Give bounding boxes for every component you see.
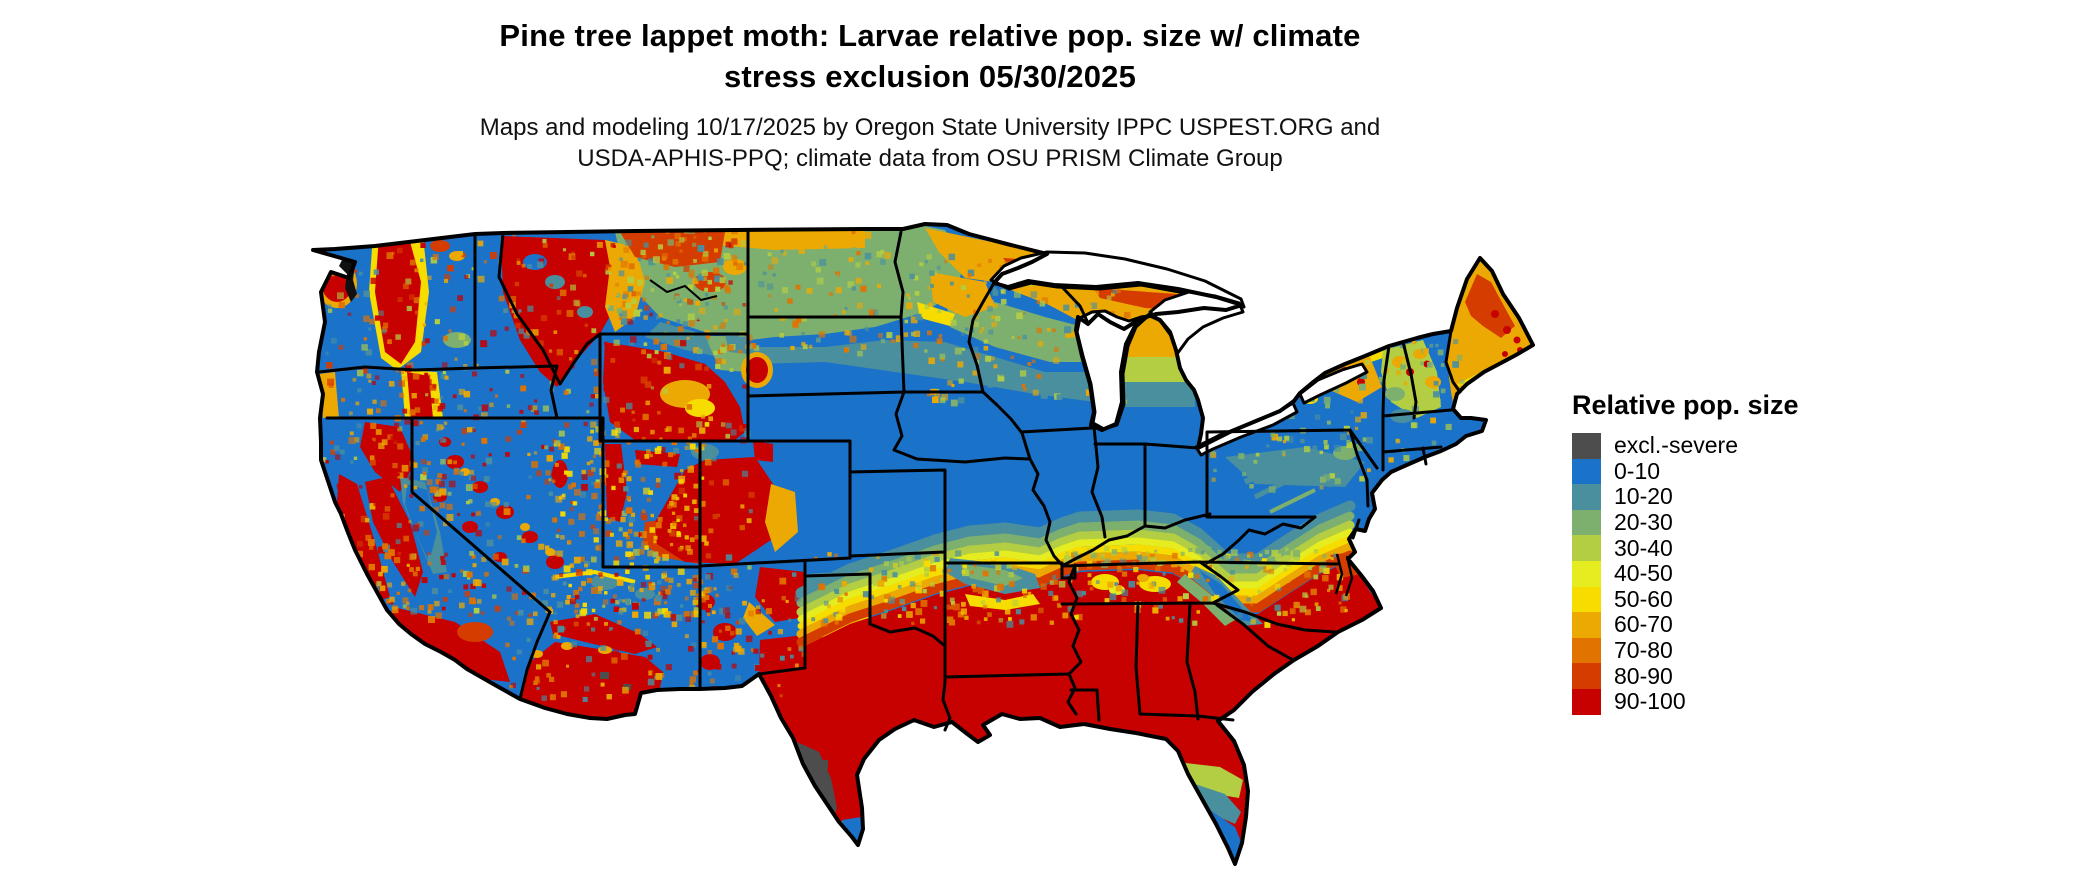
legend-item: 90-100 <box>1572 689 1872 715</box>
page-title: Pine tree lappet moth: Larvae relative p… <box>230 16 1630 98</box>
legend-swatch-9 <box>1572 663 1601 689</box>
legend-swatch-6 <box>1572 586 1601 613</box>
legend-label: 10-20 <box>1614 483 1673 510</box>
legend-rows: excl.-severe 0-10 10-20 20-30 30-40 40-50 50-6… <box>1572 433 1872 715</box>
chesapeake-bay <box>1334 553 1354 597</box>
header: Pine tree lappet moth: Larvae relative p… <box>230 16 1630 175</box>
legend-swatch-4 <box>1572 535 1601 561</box>
legend-item: 10-20 <box>1572 484 1872 510</box>
legend-item: 20-30 <box>1572 510 1872 536</box>
legend-item: 70-80 <box>1572 638 1872 664</box>
legend-item: 60-70 <box>1572 612 1872 638</box>
legend-item: 80-90 <box>1572 663 1872 689</box>
legend-label: 50-60 <box>1614 585 1673 612</box>
missouri-river <box>649 279 718 302</box>
legend-item: 30-40 <box>1572 535 1872 561</box>
legend-item: 40-50 <box>1572 561 1872 587</box>
legend-swatch-8 <box>1572 637 1601 664</box>
legend-label: 20-30 <box>1614 509 1673 536</box>
legend-title: Relative pop. size <box>1572 390 1799 420</box>
title-line-2: stress exclusion 05/30/2025 <box>723 58 1137 94</box>
legend-label: excl.-severe <box>1614 432 1738 459</box>
legend-swatch-0 <box>1572 433 1601 459</box>
legend-label: 0-10 <box>1614 457 1661 484</box>
legend-swatch-3 <box>1572 509 1601 536</box>
legend-item: 0-10 <box>1572 457 1872 485</box>
legend-label: 60-70 <box>1614 611 1673 638</box>
legend-swatch-10 <box>1572 688 1601 715</box>
legend-label: 40-50 <box>1614 560 1673 587</box>
legend-label: 80-90 <box>1614 662 1673 689</box>
legend-item: excl.-severe <box>1572 433 1872 459</box>
subtitle-line-1: Maps and modeling 10/17/2025 by Oregon S… <box>479 113 1381 141</box>
legend-swatch-2 <box>1572 484 1601 510</box>
legend-label: 30-40 <box>1614 534 1673 561</box>
subtitle: Maps and modeling 10/17/2025 by Oregon S… <box>230 112 1630 175</box>
legend-swatch-1 <box>1572 458 1601 485</box>
legend-swatch-7 <box>1572 612 1601 638</box>
legend-swatch-5 <box>1572 560 1601 587</box>
title-line-1: Pine tree lappet moth: Larvae relative p… <box>499 18 1361 53</box>
subtitle-line-2: USDA-APHIS-PPQ; climate data from OSU PR… <box>577 145 1283 173</box>
legend-label: 90-100 <box>1614 688 1686 715</box>
legend: Relative pop. size excl.-severe 0-10 10-20… <box>1572 390 1872 715</box>
legend-item: 50-60 <box>1572 585 1872 613</box>
legend-label: 70-80 <box>1614 637 1673 664</box>
us-map <box>311 222 1535 866</box>
lake-ontario <box>1298 362 1369 405</box>
